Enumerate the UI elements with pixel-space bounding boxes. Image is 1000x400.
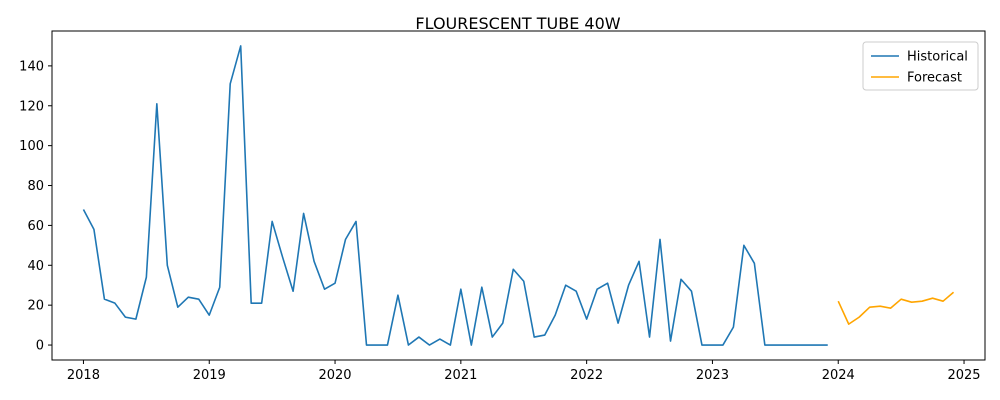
x-tick-label: 2019 [193,368,226,383]
y-tick-label: 80 [27,179,44,194]
y-tick-label: 60 [27,219,44,234]
y-tick-label: 0 [36,339,44,354]
legend: Historical Forecast [862,41,979,91]
series-line-historical [82,45,828,346]
y-tick-label: 20 [27,299,44,314]
x-tick-label: 2022 [570,368,603,383]
x-tick-label: 2023 [696,368,729,383]
y-tick-label: 40 [27,259,44,274]
y-tick-label: 140 [19,59,44,74]
x-axis: 2018 2019 2020 2021 2022 2023 2024 2025 [67,360,981,383]
x-tick-label: 2025 [947,368,980,383]
plot-frame [51,30,986,361]
y-axis: 0 20 40 60 80 100 120 140 [19,59,52,354]
plot-area [82,45,955,346]
x-tick-label: 2020 [318,368,351,383]
y-tick-label: 100 [19,139,44,154]
chart-title: FLOURESCENT TUBE 40W [415,14,620,33]
x-tick-label: 2018 [67,368,100,383]
x-tick-label: 2021 [444,368,477,383]
series-line-forecast [837,291,955,325]
legend-label-historical: Historical [907,50,968,65]
legend-box [862,41,979,91]
x-tick-label: 2024 [822,368,855,383]
legend-label-forecast: Forecast [907,71,962,86]
y-tick-label: 120 [19,99,44,114]
